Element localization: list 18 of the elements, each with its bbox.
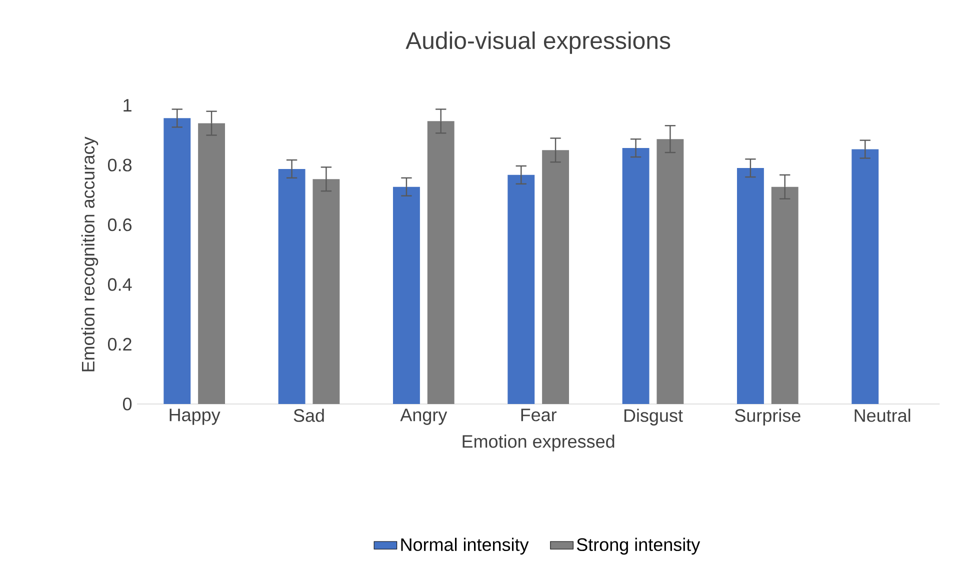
x-tick-label: Neutral bbox=[854, 408, 910, 422]
y-tick-label: 1 bbox=[124, 99, 132, 112]
legend-label: Strong intensity bbox=[576, 538, 700, 555]
x-tick-label: Angry bbox=[400, 408, 448, 425]
x-tick-label: Happy bbox=[170, 408, 220, 425]
y-tick-label: 0 bbox=[122, 398, 132, 410]
x-tick-label: Disgust bbox=[624, 408, 683, 426]
y-axis-title: Emotion recognition accuracy bbox=[81, 136, 98, 372]
legend-label: Normal intensity bbox=[401, 538, 529, 555]
x-tick-label: Fear bbox=[521, 408, 557, 422]
x-tick-label: Sad bbox=[294, 408, 324, 422]
x-axis-title: Emotion expressed bbox=[462, 434, 614, 452]
chart-title: Audio-visual expressions bbox=[406, 31, 670, 54]
y-tick-label: 0.4 bbox=[108, 278, 132, 291]
x-tick-label: Surprise bbox=[734, 408, 800, 426]
y-tick-label: 0.8 bbox=[108, 158, 132, 172]
y-tick-label: 0.6 bbox=[108, 218, 132, 232]
y-tick-label: 0.2 bbox=[108, 338, 132, 351]
